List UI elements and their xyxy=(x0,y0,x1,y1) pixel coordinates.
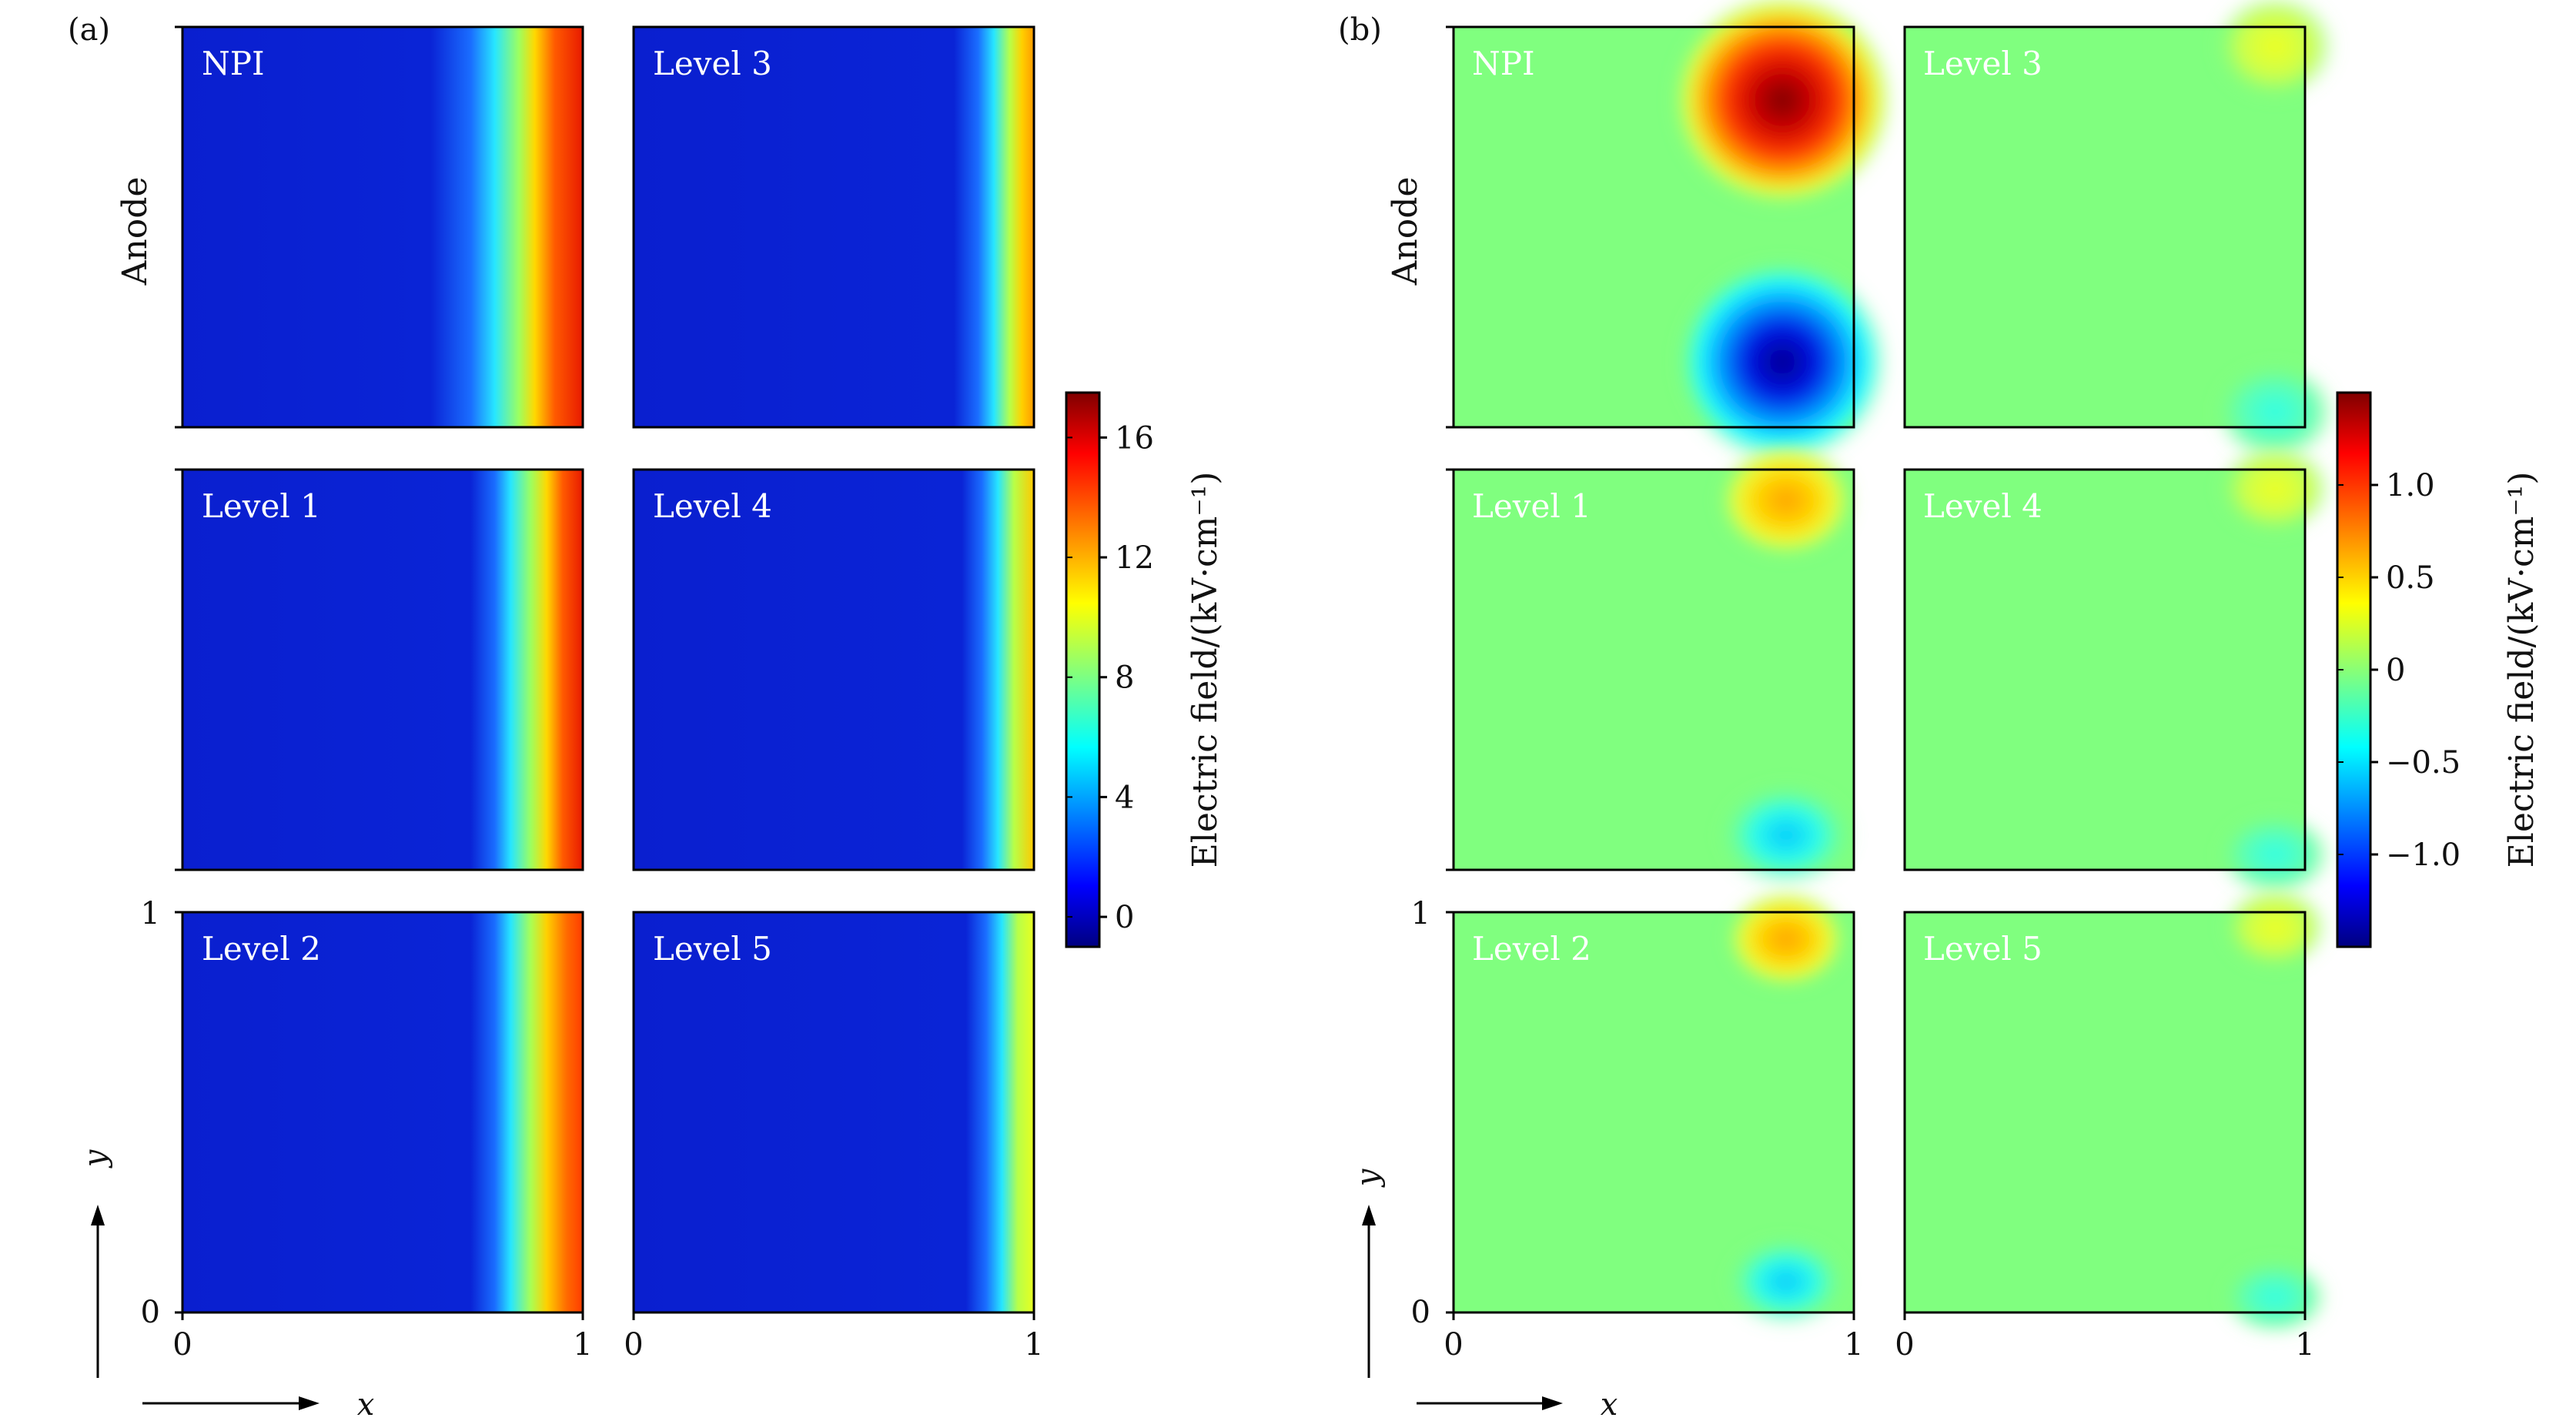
a-x-arrow xyxy=(142,1396,319,1410)
heatmap-b-level5: Level 5 xyxy=(1903,885,2329,1336)
colorbar-b-tick-label: −0.5 xyxy=(2386,745,2461,781)
a-ytick-0: 0 xyxy=(141,1295,160,1330)
a-xtick-0-right: 0 xyxy=(624,1327,643,1362)
colorbar-b-ticks: 1.0 0.5 0 −0.5 −1.0 xyxy=(2337,468,2461,873)
colorbar-a-tick-label: 0 xyxy=(1115,900,1134,935)
colorbar-b-tick-label: 1.0 xyxy=(2386,468,2435,503)
colorbar-b-tick-label: 0.5 xyxy=(2386,560,2435,596)
heatmap-a-level1-field xyxy=(182,470,583,870)
colorbar-b-tick-label: −1.0 xyxy=(2386,838,2461,873)
heatmap-a-level2-title: Level 2 xyxy=(202,930,321,968)
heatmap-a-npi-title: NPI xyxy=(202,45,265,82)
heatmap-a-npi: NPI xyxy=(181,25,584,429)
heatmap-b-level3-title: Level 3 xyxy=(1923,45,2042,82)
b-ytick-1: 1 xyxy=(1411,896,1430,931)
heatmap-b-level2-title: Level 2 xyxy=(1472,930,1591,968)
colorbar-a-gradient xyxy=(1066,393,1099,947)
ticks-b xyxy=(1446,25,2307,1320)
heatmap-b-level4-title: Level 4 xyxy=(1923,487,2042,525)
colorbar-a-tick-label: 4 xyxy=(1115,780,1134,815)
heatmap-b-level5-title: Level 5 xyxy=(1923,930,2042,968)
heatmap-a-level4-title: Level 4 xyxy=(653,487,772,525)
heatmap-a-level5-field xyxy=(634,912,1034,1312)
heatmap-b-level3: Level 3 xyxy=(1903,0,2337,462)
heatmap-a-level3-field xyxy=(634,27,1034,427)
panel-b-side-label: Anode xyxy=(1386,177,1425,286)
heatmap-a-npi-field xyxy=(182,27,583,427)
a-y-arrow xyxy=(91,1205,105,1378)
b-x-axis-label: x xyxy=(1601,1387,1618,1417)
panel-b-label: (b) xyxy=(1338,12,1382,48)
heatmap-b-level1-title: Level 1 xyxy=(1472,487,1591,525)
panel-b: (b) Anode NPI Level 3 xyxy=(1338,0,2541,1421)
b-xtick-0-left: 0 xyxy=(1444,1327,1463,1362)
colorbar-a-tick-label: 12 xyxy=(1115,540,1154,576)
colorbar-b-label: Electric field/(kV·cm⁻¹) xyxy=(2502,472,2541,868)
b-xtick-0-right: 0 xyxy=(1895,1327,1914,1362)
b-xtick-1-right: 1 xyxy=(2295,1327,2314,1362)
a-y-axis-label: y xyxy=(78,1149,113,1169)
colorbar-a-label: Electric field/(kV·cm⁻¹) xyxy=(1186,472,1225,868)
panel-a-label: (a) xyxy=(68,12,110,48)
colorbar-a-tick-label: 16 xyxy=(1115,420,1154,456)
heatmap-a-level1-title: Level 1 xyxy=(202,487,321,525)
a-xtick-1-right: 1 xyxy=(1024,1327,1043,1362)
b-ytick-0: 0 xyxy=(1411,1295,1430,1330)
heatmap-b-npi-neg-blob xyxy=(1674,258,1890,466)
heatmap-a-level4: Level 4 xyxy=(632,468,1035,871)
heatmap-b-npi: NPI xyxy=(1452,0,1894,466)
heatmap-a-level5-title: Level 5 xyxy=(653,930,772,968)
heatmap-a-level2-field xyxy=(182,912,583,1312)
heatmap-a-level3-title: Level 3 xyxy=(653,45,772,82)
b-x-arrow xyxy=(1417,1396,1563,1410)
b-y-arrow xyxy=(1362,1205,1376,1378)
colorbar-b: 1.0 0.5 0 −0.5 −1.0 Electric field/(kV·cm⁻¹) xyxy=(2336,391,2541,948)
colorbar-a-tick-label: 8 xyxy=(1115,660,1134,696)
colorbar-a: 0 4 8 12 16 Electric field/(kV·cm⁻¹) xyxy=(1065,391,1225,948)
heatmap-b-level1: Level 1 xyxy=(1452,443,1855,889)
colorbar-b-tick-label: 0 xyxy=(2386,653,2405,688)
a-xtick-1-left: 1 xyxy=(573,1327,592,1362)
heatmap-a-level1: Level 1 xyxy=(181,468,584,871)
heatmap-a-level3: Level 3 xyxy=(632,25,1035,429)
b-xtick-1-left: 1 xyxy=(1844,1327,1863,1362)
panel-a-side-label: Anode xyxy=(115,177,155,286)
heatmap-b-level2: Level 2 xyxy=(1452,889,1855,1328)
heatmap-b-level4: Level 4 xyxy=(1903,443,2333,897)
colorbar-a-ticks: 0 4 8 12 16 xyxy=(1066,420,1154,935)
heatmap-a-level4-field xyxy=(634,470,1034,870)
panel-a: (a) Anode NPI Level 3 Level 1 Level 4 xyxy=(68,12,1225,1421)
a-x-axis-label: x xyxy=(357,1387,375,1417)
b-y-axis-label: y xyxy=(1350,1168,1386,1188)
heatmap-b-npi-title: NPI xyxy=(1472,45,1535,82)
ticks-a xyxy=(175,25,1035,1320)
heatmap-a-level2: Level 2 xyxy=(181,911,584,1314)
heatmap-b-npi-pos-blob xyxy=(1671,0,1894,208)
a-ytick-1: 1 xyxy=(141,896,160,931)
a-xtick-0-left: 0 xyxy=(172,1327,192,1362)
heatmap-a-level5: Level 5 xyxy=(632,911,1035,1314)
